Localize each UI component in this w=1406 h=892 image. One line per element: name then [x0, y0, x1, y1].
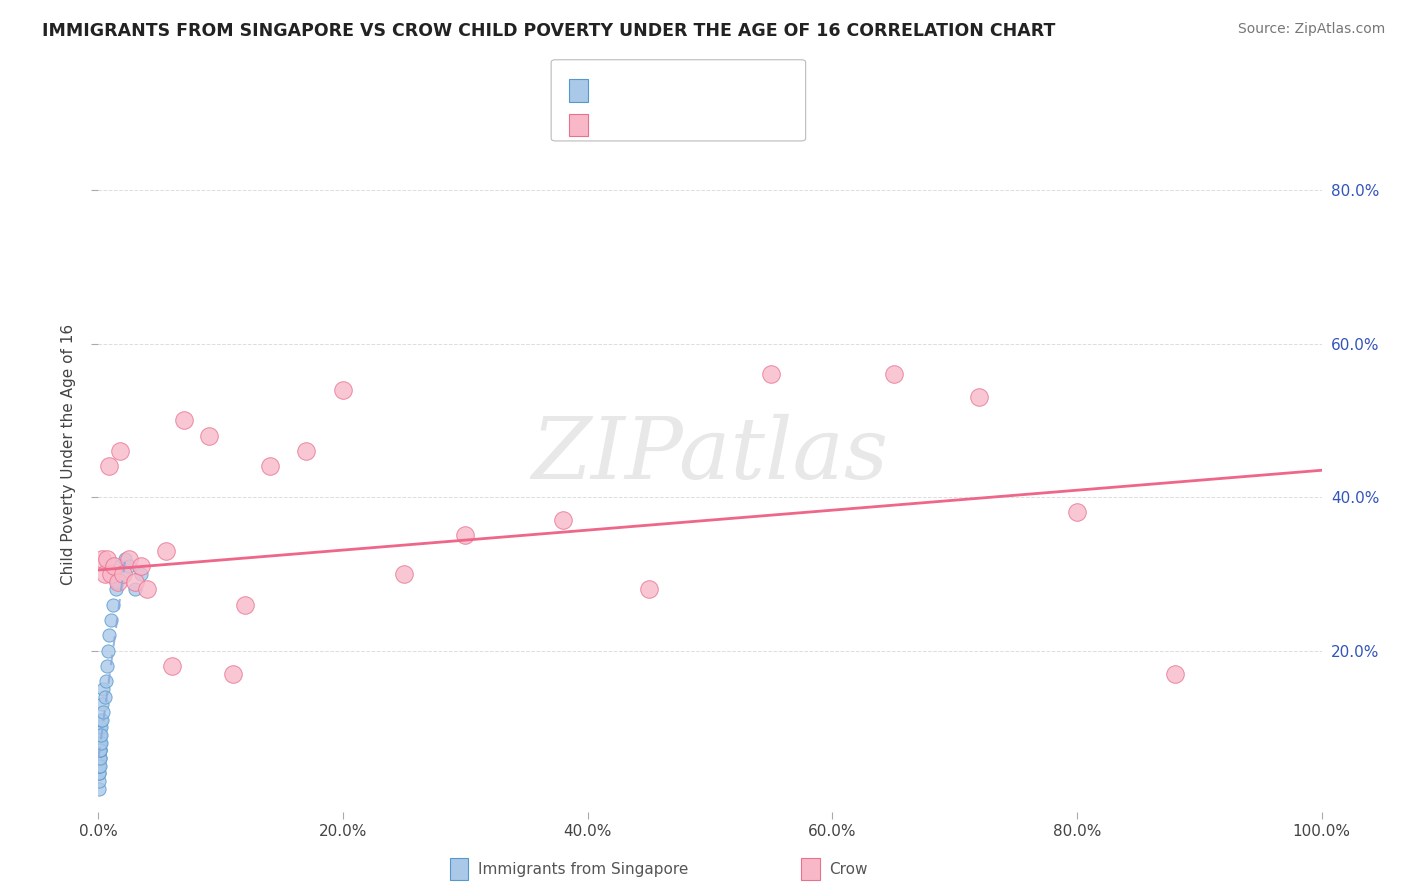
- Point: [87, 766, 110, 780]
- Point: [111, 566, 134, 581]
- Point: [332, 383, 354, 397]
- Point: [129, 559, 152, 574]
- Y-axis label: Child Poverty Under the Age of 16: Child Poverty Under the Age of 16: [60, 325, 76, 585]
- Point: [553, 513, 575, 527]
- Point: [114, 551, 136, 566]
- Point: [638, 582, 661, 597]
- Point: [89, 758, 111, 772]
- Point: [96, 551, 118, 566]
- Text: ZIPatlas: ZIPatlas: [531, 414, 889, 496]
- Point: [124, 582, 146, 597]
- Text: 45: 45: [710, 75, 733, 93]
- Point: [89, 751, 111, 765]
- Point: [105, 574, 128, 589]
- Point: [87, 781, 110, 796]
- Point: [103, 559, 125, 574]
- Point: [259, 459, 281, 474]
- Point: [98, 628, 121, 642]
- Point: [87, 774, 110, 789]
- Point: [89, 751, 111, 765]
- Point: [222, 666, 245, 681]
- Point: [89, 728, 111, 742]
- Text: Source: ZipAtlas.com: Source: ZipAtlas.com: [1237, 22, 1385, 37]
- Point: [89, 758, 111, 772]
- Point: [89, 728, 111, 742]
- Point: [89, 743, 111, 757]
- Point: [129, 566, 152, 581]
- Text: N =: N =: [679, 108, 716, 126]
- Point: [89, 720, 111, 734]
- Point: [1066, 506, 1088, 520]
- Point: [454, 528, 477, 542]
- Point: [90, 713, 112, 727]
- Point: [104, 582, 127, 597]
- Point: [100, 566, 122, 581]
- Point: [89, 743, 111, 757]
- Text: R =: R =: [595, 75, 631, 93]
- Point: [91, 705, 114, 719]
- Point: [91, 551, 114, 566]
- Point: [761, 368, 783, 382]
- Point: [89, 758, 111, 772]
- Point: [136, 582, 159, 597]
- Point: [118, 551, 141, 566]
- Point: [97, 643, 120, 657]
- Point: [89, 736, 111, 750]
- Text: 0.304: 0.304: [628, 108, 681, 126]
- Point: [118, 559, 141, 574]
- Text: Crow: Crow: [830, 863, 868, 877]
- Point: [96, 659, 118, 673]
- Point: [295, 444, 318, 458]
- Point: [91, 681, 114, 696]
- Point: [89, 766, 111, 780]
- Point: [111, 566, 134, 581]
- Text: 0.341: 0.341: [628, 75, 681, 93]
- Point: [98, 459, 121, 474]
- Point: [124, 574, 146, 589]
- Point: [91, 698, 114, 712]
- Point: [89, 736, 111, 750]
- Point: [155, 544, 177, 558]
- Point: [87, 758, 110, 772]
- Point: [87, 751, 110, 765]
- Point: [90, 720, 112, 734]
- Point: [93, 566, 115, 581]
- Point: [90, 736, 112, 750]
- Point: [89, 736, 111, 750]
- Point: [160, 659, 183, 673]
- Point: [100, 613, 122, 627]
- Point: [93, 690, 115, 704]
- Point: [89, 743, 111, 757]
- Point: [107, 574, 129, 589]
- Text: IMMIGRANTS FROM SINGAPORE VS CROW CHILD POVERTY UNDER THE AGE OF 16 CORRELATION : IMMIGRANTS FROM SINGAPORE VS CROW CHILD …: [42, 22, 1056, 40]
- Point: [197, 428, 219, 442]
- Point: [94, 674, 117, 689]
- Text: Immigrants from Singapore: Immigrants from Singapore: [478, 863, 689, 877]
- Point: [90, 728, 112, 742]
- Point: [967, 390, 990, 404]
- Point: [89, 743, 111, 757]
- Text: N =: N =: [679, 75, 716, 93]
- Text: R =: R =: [595, 108, 631, 126]
- Point: [392, 566, 416, 581]
- Point: [91, 713, 114, 727]
- Point: [883, 368, 905, 382]
- Point: [89, 751, 111, 765]
- Point: [173, 413, 195, 427]
- Text: 31: 31: [710, 108, 733, 126]
- Point: [233, 598, 256, 612]
- Point: [101, 598, 124, 612]
- Point: [110, 444, 132, 458]
- Point: [1164, 666, 1187, 681]
- Point: [110, 559, 132, 574]
